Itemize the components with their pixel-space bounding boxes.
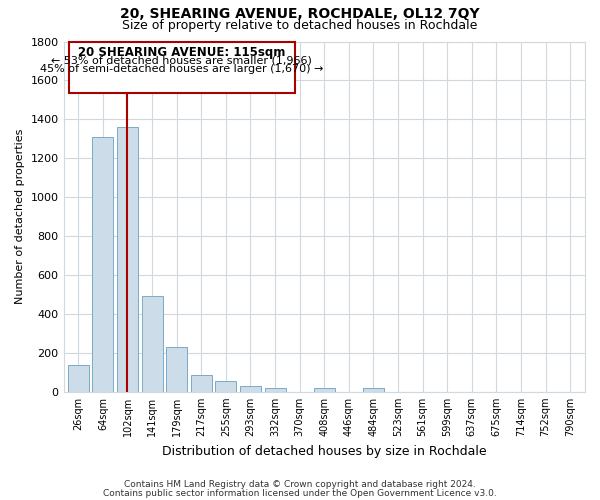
X-axis label: Distribution of detached houses by size in Rochdale: Distribution of detached houses by size … [162,444,487,458]
Text: 20, SHEARING AVENUE, ROCHDALE, OL12 7QY: 20, SHEARING AVENUE, ROCHDALE, OL12 7QY [120,8,480,22]
Text: ← 53% of detached houses are smaller (1,966): ← 53% of detached houses are smaller (1,… [52,55,312,65]
Bar [314,388,335,392]
Text: Contains public sector information licensed under the Open Government Licence v3: Contains public sector information licen… [103,488,497,498]
Bar [215,381,236,392]
Y-axis label: Number of detached properties: Number of detached properties [15,129,25,304]
FancyBboxPatch shape [69,42,295,93]
Bar [92,137,113,392]
Text: Contains HM Land Registry data © Crown copyright and database right 2024.: Contains HM Land Registry data © Crown c… [124,480,476,489]
Bar [265,388,286,392]
Bar [363,388,384,392]
Bar [142,296,163,392]
Text: 45% of semi-detached houses are larger (1,670) →: 45% of semi-detached houses are larger (… [40,64,323,74]
Bar [117,127,138,392]
Bar [240,386,261,392]
Text: Size of property relative to detached houses in Rochdale: Size of property relative to detached ho… [122,18,478,32]
Text: 20 SHEARING AVENUE: 115sqm: 20 SHEARING AVENUE: 115sqm [78,46,286,60]
Bar [68,364,89,392]
Bar [191,376,212,392]
Bar [166,347,187,392]
